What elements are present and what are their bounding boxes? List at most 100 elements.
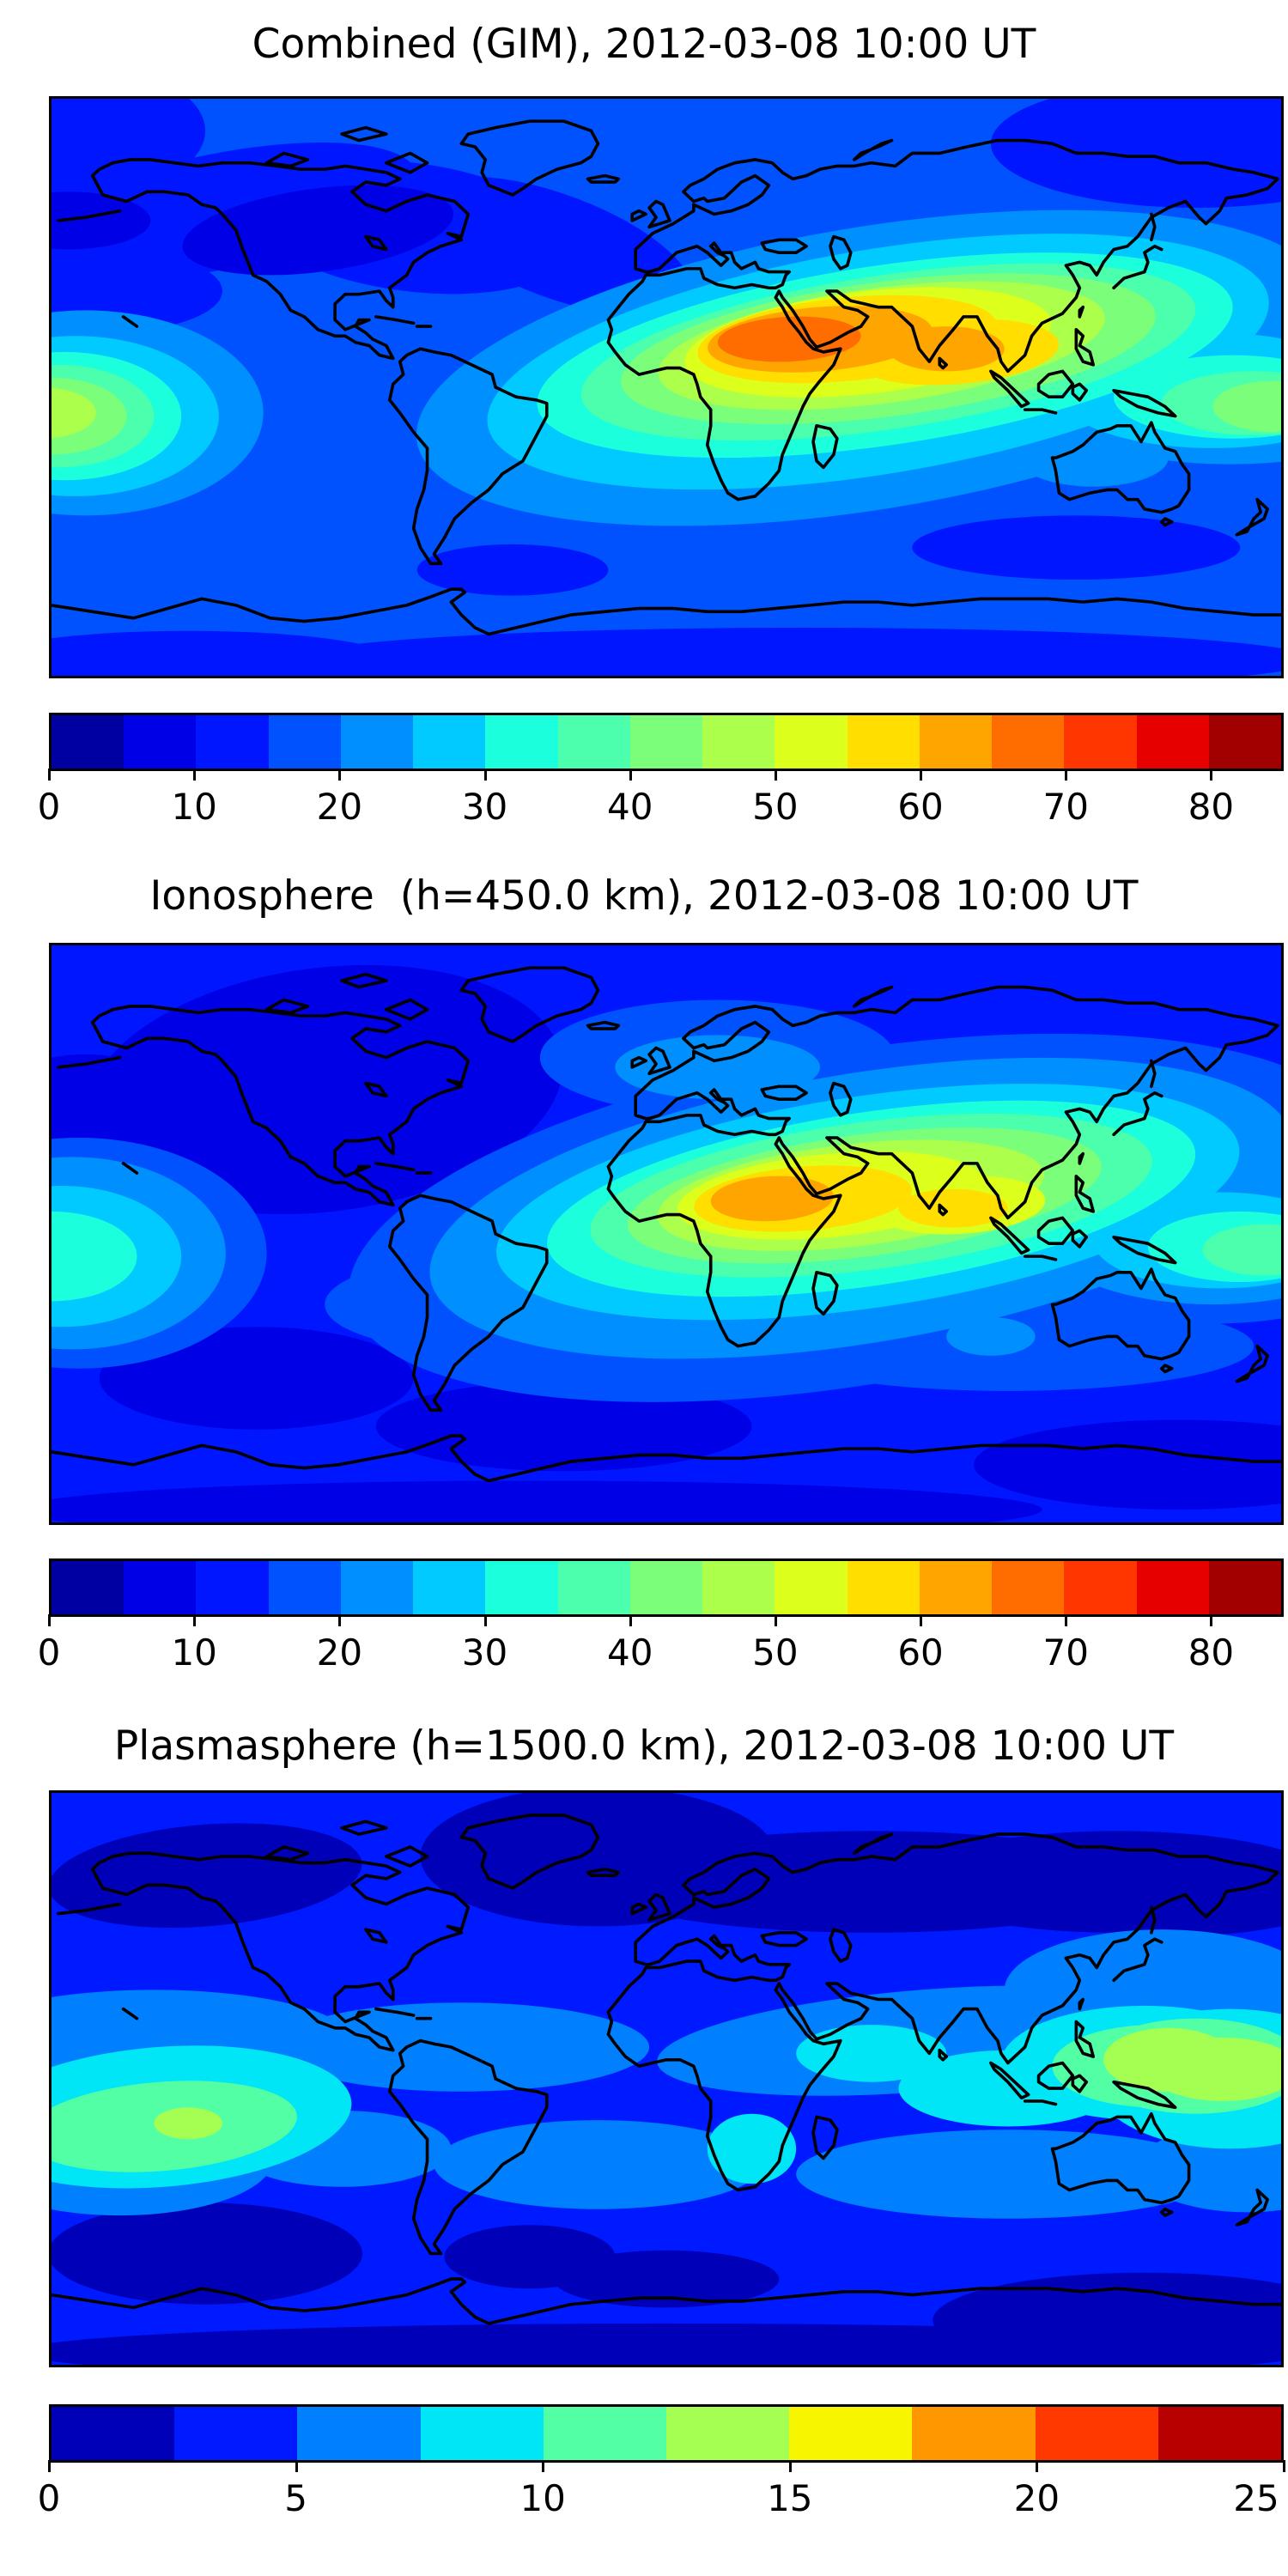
- colorbar-segment: [543, 2407, 667, 2460]
- coastline-path: [52, 589, 1281, 634]
- colorbar-tick-label: 40: [606, 786, 653, 828]
- coastline-path: [461, 1815, 598, 1888]
- coastline-path: [124, 2009, 137, 2019]
- colorbar-tick: [774, 769, 777, 781]
- coastline-path: [991, 371, 1029, 406]
- coastline-path: [1162, 1365, 1172, 1371]
- coastline-path: [854, 987, 892, 1006]
- colorbar-tick-label: 10: [519, 2477, 566, 2519]
- colorbar-tick-label: 0: [37, 2477, 61, 2519]
- colorbar-tick: [1210, 769, 1213, 781]
- coastline-path: [461, 968, 598, 1042]
- colorbar-tick-label: 0: [37, 786, 61, 828]
- coastline-path: [762, 1086, 806, 1099]
- colorbar-segment: [52, 2407, 175, 2460]
- coastline-path: [376, 1163, 414, 1170]
- colorbar-plasmasphere: [49, 2404, 1284, 2463]
- colorbar-segment: [297, 2407, 421, 2460]
- coastline-path: [376, 317, 414, 323]
- coastline-path: [991, 2063, 1029, 2099]
- coastline-path: [1114, 1093, 1162, 1135]
- coastline-path: [608, 987, 1278, 1346]
- coastline-path: [1079, 307, 1083, 317]
- coastline-path: [939, 1205, 946, 1214]
- colorbar-segment: [174, 2407, 298, 2460]
- colorbar-labels-combined: 0 10 20 30 40 50 60 70 80: [38, 786, 1284, 831]
- colorbar-tick-label: 50: [752, 786, 799, 828]
- colorbar-segment: [912, 2407, 1036, 2460]
- colorbar-segment: [268, 715, 341, 769]
- colorbar-segment: [992, 715, 1065, 769]
- colorbar-tick-label: 40: [606, 1631, 653, 1674]
- colorbar-labels-plasmasphere: 0 5 10 15 20 25: [38, 2477, 1284, 2523]
- colorbar-segment: [702, 715, 775, 769]
- colorbar-tick: [483, 1614, 487, 1626]
- colorbar-tick: [920, 1614, 923, 1626]
- colorbar-tick-label: 10: [171, 1631, 217, 1674]
- colorbar-tick: [193, 769, 197, 781]
- coastline-path: [830, 1084, 851, 1115]
- coastline-path: [390, 2041, 547, 2254]
- colorbar-segment: [124, 715, 197, 769]
- colorbar-combined: [49, 713, 1284, 771]
- coastline-path: [342, 128, 386, 141]
- colorbar-ticks-combined: [48, 769, 1284, 781]
- colorbar-tick: [1283, 2460, 1285, 2472]
- colorbar-segment: [919, 1561, 993, 1614]
- coastline-path: [1236, 500, 1267, 535]
- colorbar-labels-ionosphere: 0 10 20 30 40 50 60 70 80: [38, 1631, 1284, 1677]
- colorbar-segment: [485, 715, 558, 769]
- coastline-path: [1114, 1237, 1176, 1263]
- colorbar-tick-label: 30: [461, 1631, 508, 1674]
- colorbar-segment: [1136, 715, 1209, 769]
- colorbar-tick-label: 50: [752, 1631, 799, 1674]
- coastline-path: [124, 1163, 137, 1173]
- coastline-path: [58, 1905, 120, 1914]
- colorbar-segment: [268, 1561, 341, 1614]
- colorbar-segment: [557, 715, 630, 769]
- coastline-path: [1076, 330, 1093, 365]
- colorbar-tick-label: 0: [37, 1631, 61, 1674]
- colorbar-segment: [1157, 2407, 1282, 2460]
- coastline-path: [52, 1436, 1281, 1480]
- coastline-path: [939, 358, 946, 368]
- colorbar-segment: [196, 1561, 269, 1614]
- coastline-path: [1079, 2000, 1083, 2009]
- coastline-path: [1072, 384, 1086, 400]
- coastline-path: [1052, 2114, 1188, 2203]
- coastline-path: [939, 2050, 946, 2060]
- colorbar-tick: [774, 1614, 777, 1626]
- colorbar-segment: [1136, 1561, 1209, 1614]
- colorbar-tick-label: 60: [897, 786, 944, 828]
- coastline-path: [461, 121, 598, 195]
- coastline-path: [386, 153, 428, 172]
- colorbar-segment: [992, 1561, 1065, 1614]
- coastline-path: [376, 2009, 414, 2015]
- colorbar-tick-label: 70: [1042, 786, 1089, 828]
- colorbar-segment: [413, 1561, 486, 1614]
- colorbar-segment: [413, 715, 486, 769]
- colorbar-tick-label: 80: [1188, 1631, 1235, 1674]
- coastline-path: [1072, 1230, 1086, 1247]
- colorbar-ticks-plasmasphere: [48, 2460, 1285, 2472]
- colorbar-segment: [666, 2407, 790, 2460]
- map-combined: [49, 96, 1284, 678]
- coastline-path: [267, 153, 308, 166]
- colorbar-tick: [338, 1614, 342, 1626]
- coastline-path: [1052, 1269, 1188, 1359]
- colorbar-tick-label: 20: [1013, 2477, 1060, 2519]
- colorbar-segment: [775, 1561, 848, 1614]
- coastline-path: [52, 2279, 1281, 2324]
- colorbar-tick-label: 70: [1042, 1631, 1089, 1674]
- coastline-path: [1025, 2101, 1056, 2105]
- coastline-path: [813, 426, 837, 468]
- colorbar-tick-label: 20: [316, 786, 363, 828]
- coastline-path: [854, 1834, 892, 1853]
- colorbar-tick: [1065, 1614, 1068, 1626]
- colorbar-tick: [629, 1614, 632, 1626]
- coastline-path: [366, 1929, 386, 1942]
- colorbar-segment: [1035, 2407, 1158, 2460]
- colorbar-segment: [340, 1561, 414, 1614]
- coastline-path: [813, 2117, 837, 2158]
- coastline-path: [390, 349, 547, 563]
